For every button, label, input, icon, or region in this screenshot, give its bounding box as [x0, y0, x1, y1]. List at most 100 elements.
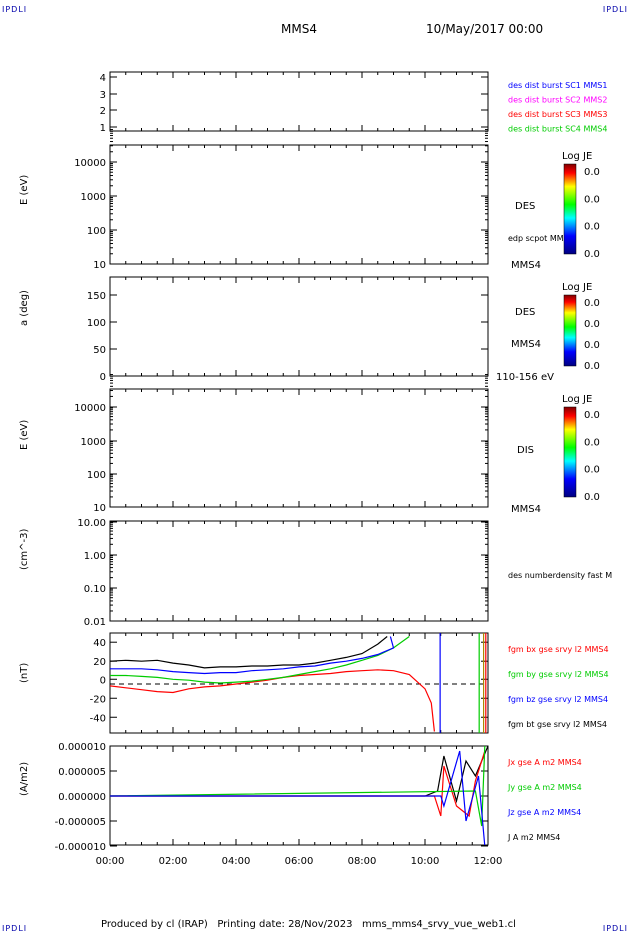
time-axis-label: 08:00	[348, 856, 377, 867]
panel-5-ylabel: (cm^-3)	[19, 529, 30, 570]
panel-5-ytick-label: 0.01	[84, 617, 106, 628]
panel-6-ytick-label: -40	[90, 713, 106, 724]
panel-1-legend-item: des dist burst SC2 MMS2	[508, 96, 607, 105]
panel-2-label: MMS4	[511, 260, 541, 271]
panel-4-colorbar-title: Log JE	[562, 394, 592, 405]
panel-7-ylabel: (A/m2)	[19, 762, 30, 796]
panel-5-ytick-label: 1.00	[84, 551, 106, 562]
panel-4-ylabel: E (eV)	[19, 420, 30, 450]
panel-6-legend-item: fgm bx gse srvy l2 MMS4	[508, 645, 609, 654]
panel-6-legend-item: fgm bt gse srvy l2 MMS4	[508, 720, 607, 729]
time-axis-label: 10:00	[411, 856, 440, 867]
panel-3-label: DES	[515, 307, 535, 318]
panel-4-colorbar-tick: 0.0	[584, 492, 600, 503]
panel-6-ytick-label: 0	[100, 675, 106, 686]
panel-7-ytick-label: 0.000000	[58, 792, 106, 803]
panel-7-ytick-label: -0.000005	[55, 817, 106, 828]
panel-1-ytick-label: 1	[100, 123, 106, 134]
panel-1-frame	[109, 71, 489, 132]
series-line-by	[110, 636, 410, 684]
panel-7-legend-item: Jz gse A m2 MMS4	[507, 808, 581, 817]
time-axis-label: 04:00	[222, 856, 251, 867]
panel-3-ytick-label: 100	[87, 318, 106, 329]
time-axis-label: 02:00	[159, 856, 188, 867]
panel-5-label: des numberdensity fast M	[508, 571, 612, 580]
panel-2-ylabel: E (eV)	[19, 175, 30, 205]
panel-6-ytick-label: 20	[93, 657, 106, 668]
panel-6-legend-item: fgm bz gse srvy l2 MMS4	[508, 695, 608, 704]
panel-3-colorbar-tick: 0.0	[584, 361, 600, 372]
panel-2-colorbar-tick: 0.0	[584, 249, 600, 260]
panel-3-colorbar-tick: 0.0	[584, 340, 600, 351]
series-line-bz	[110, 636, 395, 675]
panel-2-colorbar-tick: 0.0	[584, 222, 600, 233]
panel-2-label: DES	[515, 201, 535, 212]
panel-7-legend-item: Jx gse A m2 MMS4	[507, 758, 582, 767]
spacecraft-title: MMS4	[281, 22, 317, 36]
panel-4-label: DIS	[517, 445, 534, 456]
panel-7-ytick-label: 0.000005	[58, 767, 106, 778]
panel-4-colorbar-tick: 0.0	[584, 437, 600, 448]
panel-4-ytick-label: 1000	[81, 437, 106, 448]
panel-5-ytick-label: 0.10	[84, 584, 106, 595]
time-axis-label: 06:00	[285, 856, 314, 867]
corner-mark-bottom-left: IPDLI	[2, 924, 28, 933]
panel-3-label: MMS4	[511, 339, 541, 350]
panel-6-frame	[109, 632, 489, 734]
panel-1-ytick-label: 2	[100, 106, 106, 117]
series-line-Jy	[110, 746, 486, 827]
date-title: 10/May/2017 00:00	[426, 22, 544, 36]
panel-6-ytick-label: -20	[90, 694, 106, 705]
panel-3-frame	[109, 276, 489, 377]
panel-3-label: 110-156 eV	[496, 372, 554, 383]
panel-3-colorbar	[563, 294, 577, 367]
time-axis-label: 12:00	[474, 856, 503, 867]
panel-6-ylabel: (nT)	[19, 663, 30, 683]
panel-6-legend-item: fgm by gse srvy l2 MMS4	[508, 670, 609, 679]
panel-2-colorbar-title: Log JE	[562, 151, 592, 162]
panel-3-ytick-label: 50	[93, 345, 106, 356]
panel-4-ytick-label: 10	[93, 503, 106, 514]
panel-3-ytick-label: 0	[100, 372, 106, 383]
corner-mark-top-right: IPDLI	[602, 5, 628, 14]
panel-6-ytick-label: 40	[93, 638, 106, 649]
panel-7-ytick-label: -0.000010	[55, 842, 106, 853]
panel-1-legend-item: des dist burst SC1 MMS1	[508, 81, 607, 90]
panel-1-legend-item: des dist burst SC3 MMS3	[508, 110, 607, 119]
panel-3-colorbar-title: Log JE	[562, 282, 592, 293]
panel-5-frame	[109, 520, 489, 622]
panel-4-label: MMS4	[511, 504, 541, 515]
panel-4-colorbar-tick: 0.0	[584, 465, 600, 476]
panel-4-colorbar	[563, 406, 577, 498]
time-axis-label: 00:00	[96, 856, 125, 867]
series-line-J	[110, 746, 488, 804]
panel-2-ytick-label: 10000	[74, 158, 106, 169]
series-line-Jx	[110, 750, 486, 818]
panel-2-colorbar-tick: 0.0	[584, 167, 600, 178]
panel-2-frame	[109, 144, 489, 265]
panel-2-ytick-label: 10	[93, 260, 106, 271]
panel-7-legend-item: Jy gse A m2 MMS4	[507, 783, 582, 792]
panel-5-ytick-label: 10.00	[77, 518, 106, 529]
panel-4-colorbar-tick: 0.0	[584, 410, 600, 421]
panel-2-colorbar	[563, 163, 577, 255]
panel-4-ytick-label: 10000	[74, 403, 106, 414]
corner-mark-top-left: IPDLI	[2, 5, 28, 14]
panel-7-ytick-label: 0.000010	[58, 742, 106, 753]
panel-2-ytick-label: 100	[87, 226, 106, 237]
panel-2-label: edp scpot MMS4	[508, 234, 574, 243]
panel-4-ytick-label: 100	[87, 470, 106, 481]
panel-1-ytick-label: 3	[100, 90, 106, 101]
panel-3-colorbar-tick: 0.0	[584, 319, 600, 330]
panel-4-frame	[109, 388, 489, 508]
panel-2-ytick-label: 1000	[81, 192, 106, 203]
footer-text: Produced by cl (IRAP) Printing date: 28/…	[101, 919, 516, 930]
panel-1-ytick-label: 4	[100, 73, 106, 84]
panel-7-legend-item: J A m2 MMS4	[507, 833, 560, 842]
panel-3-colorbar-tick: 0.0	[584, 298, 600, 309]
panel-3-ylabel: a (deg)	[19, 290, 30, 326]
panel-2-colorbar-tick: 0.0	[584, 194, 600, 205]
series-line-Jz	[110, 750, 486, 845]
corner-mark-bottom-right: IPDLI	[602, 924, 628, 933]
